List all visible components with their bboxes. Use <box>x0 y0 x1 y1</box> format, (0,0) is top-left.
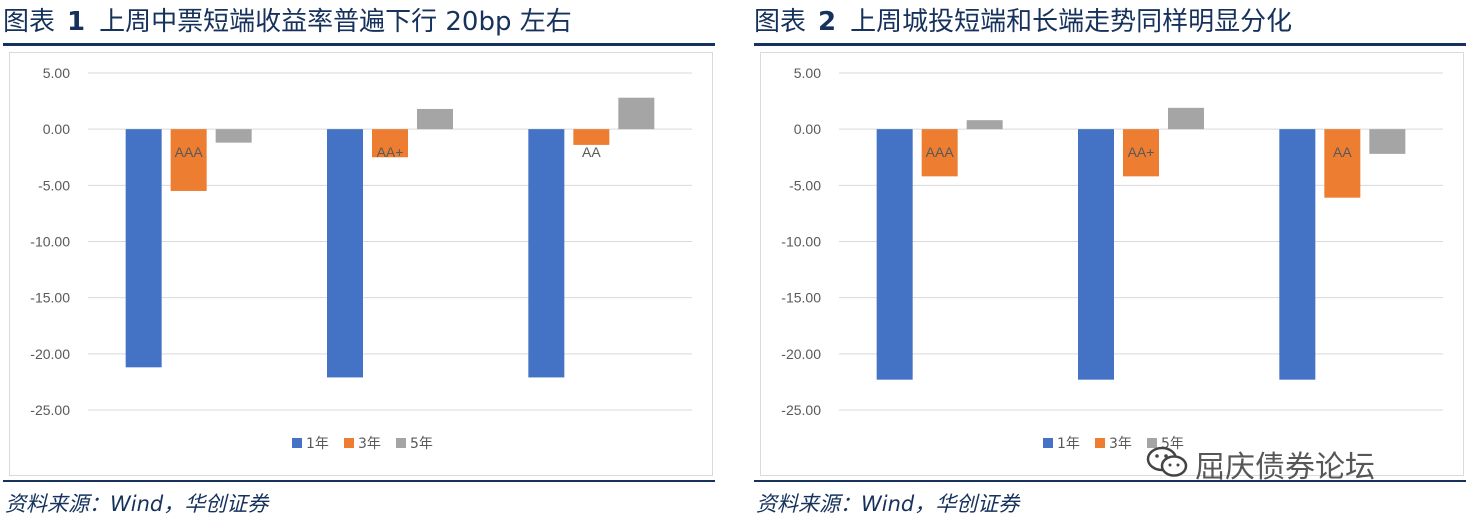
y-tick-label: -10.00 <box>30 234 70 250</box>
y-tick-label: -5.00 <box>789 177 821 193</box>
y-tick-label: 5.00 <box>794 65 821 81</box>
bar-3-1 <box>966 120 1003 130</box>
title-divider <box>754 43 1466 46</box>
bar-1-1 <box>125 129 162 368</box>
bar-1-2 <box>1078 129 1114 380</box>
chart-title: 图表 2 上周城投短端和长端走势同样明显分化 <box>754 2 1292 42</box>
bar-1-3 <box>528 129 565 378</box>
bar-2-1 <box>170 129 207 191</box>
y-tick-label: -15.00 <box>781 290 821 306</box>
legend-label: 3年 <box>1109 436 1132 452</box>
y-tick-label: -5.00 <box>38 177 70 193</box>
bar-2-2 <box>372 129 408 158</box>
bar-3-1 <box>215 129 252 143</box>
bottom-divider <box>3 480 715 482</box>
source-note: 资料来源：Wind，华创证券 <box>5 492 269 516</box>
bar-2-2 <box>1123 129 1159 177</box>
y-tick-label: 0.00 <box>43 121 70 137</box>
figure-label: 图表 <box>3 7 56 37</box>
category-label: AA <box>1333 144 1352 160</box>
legend-label: 1年 <box>1057 436 1080 452</box>
figure-number: 1 <box>67 7 86 37</box>
watermark-text: 屈庆债券论坛 <box>1195 449 1375 485</box>
legend-label: 3年 <box>358 436 381 452</box>
bar-chart-svg: 5.000.00-5.00-10.00-15.00-20.00-25.00AAA… <box>30 65 692 452</box>
bottom-divider <box>754 480 1466 482</box>
chart-area: 5.00 0.00 -5.00 -10.00 -15.00 -20.00 -25.00 AAA… <box>9 52 713 476</box>
bar-1-3 <box>1279 129 1316 380</box>
y-tick-label: -10.00 <box>781 234 821 250</box>
category-label: AA+ <box>377 144 404 160</box>
wechat-icon <box>1145 445 1189 490</box>
legend-swatch <box>396 438 406 448</box>
category-label: AA+ <box>1128 144 1155 160</box>
chart-area: 5.00 0.00 -5.00 -10.00 -15.00 -20.00 -25.00 AAA… <box>760 52 1464 476</box>
bar-3-3 <box>618 97 655 130</box>
legend-swatch <box>344 438 354 448</box>
bar-3-2 <box>417 108 453 130</box>
category-label: AAA <box>175 144 204 160</box>
y-tick-label: -20.00 <box>30 346 70 362</box>
figure-label: 图表 <box>754 7 807 37</box>
title-divider <box>3 43 715 46</box>
bar-1-2 <box>327 129 363 378</box>
watermark: 屈庆债券论坛 <box>1145 445 1375 485</box>
source-note: 资料来源：Wind，华创证券 <box>756 492 1020 516</box>
y-tick-label: -25.00 <box>30 402 70 418</box>
bar-chart-svg: 5.000.00-5.00-10.00-15.00-20.00-25.00AAA… <box>781 65 1443 452</box>
legend-swatch <box>292 438 302 448</box>
legend-label: 1年 <box>306 436 329 452</box>
legend-label: 5年 <box>410 436 433 452</box>
y-tick-label: 0.00 <box>794 121 821 137</box>
y-tick-label: -15.00 <box>30 290 70 306</box>
title-text: 上周城投短端和长端走势同样明显分化 <box>850 7 1293 37</box>
y-tick-label: -25.00 <box>781 402 821 418</box>
y-tick-label: -20.00 <box>781 346 821 362</box>
bar-2-3 <box>1324 129 1361 198</box>
y-tick-label: 5.00 <box>43 65 70 81</box>
legend-swatch <box>1147 438 1157 448</box>
bar-3-3 <box>1369 129 1406 154</box>
category-label: AA <box>582 144 601 160</box>
legend-swatch <box>1043 438 1053 448</box>
bar-1-1 <box>876 129 913 380</box>
figure-number: 2 <box>818 7 837 37</box>
chart-title: 图表 1 上周中票短端收益率普遍下行 20bp 左右 <box>3 2 572 42</box>
legend-swatch <box>1095 438 1105 448</box>
bar-2-1 <box>921 129 958 177</box>
title-text: 上周中票短端收益率普遍下行 20bp 左右 <box>99 7 572 37</box>
chart-panel-1: 图表 1 上周中票短端收益率普遍下行 20bp 左右 5.00 0.00 -5.00 -1… <box>3 0 715 529</box>
category-label: AAA <box>926 144 955 160</box>
bar-3-2 <box>1168 107 1204 130</box>
bar-2-3 <box>573 129 610 145</box>
